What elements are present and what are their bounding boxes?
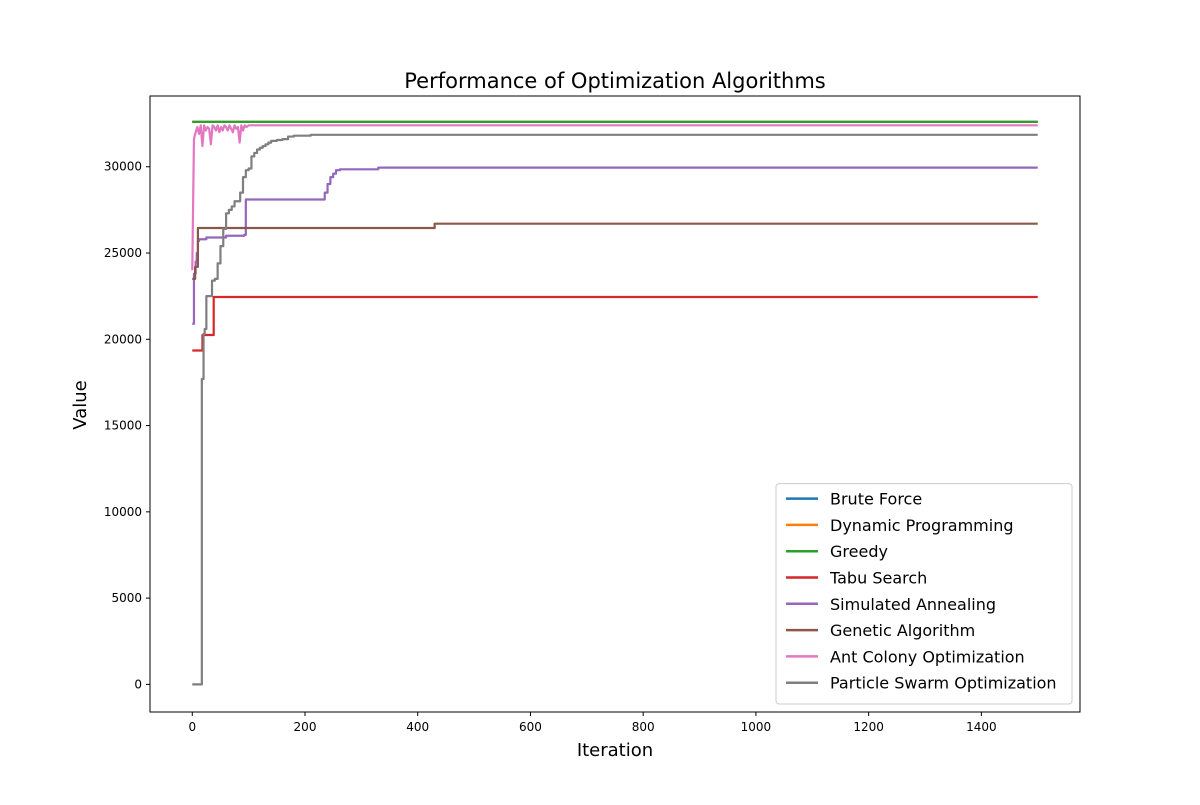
series-line <box>192 133 1038 686</box>
y-axis-title: Value <box>70 380 91 429</box>
plot-area <box>191 120 1038 686</box>
x-tick-label: 800 <box>632 720 655 734</box>
legend-label: Tabu Search <box>829 569 927 588</box>
legend-label: Simulated Annealing <box>830 595 996 614</box>
y-tick-label: 20000 <box>104 332 142 346</box>
x-tick-label: 400 <box>406 720 429 734</box>
y-tick-label: 15000 <box>104 419 142 433</box>
x-tick-label: 1200 <box>853 720 884 734</box>
x-tick-label: 200 <box>294 720 317 734</box>
y-tick-label: 5000 <box>111 591 142 605</box>
x-tick-label: 1400 <box>966 720 997 734</box>
y-tick-label: 0 <box>134 677 142 691</box>
legend-label: Dynamic Programming <box>830 516 1013 535</box>
legend-label: Genetic Algorithm <box>830 621 975 640</box>
chart-title: Performance of Optimization Algorithms <box>404 69 825 93</box>
axes: 0 200 400 600 800 1000 1200 1400 0 5000 10000 15000… <box>104 95 1081 734</box>
legend: Brute Force Dynamic Programming Greedy Tabu… <box>775 483 1073 705</box>
series-line <box>192 222 1038 280</box>
legend-label: Particle Swarm Optimization <box>830 674 1057 693</box>
series-line <box>192 295 1038 352</box>
y-tick-label: 10000 <box>104 505 142 519</box>
series-line <box>191 124 1038 271</box>
x-tick-label: 0 <box>188 720 196 734</box>
x-axis-title: Iteration <box>577 740 653 761</box>
legend-label: Greedy <box>830 542 888 561</box>
x-tick-label: 1000 <box>741 720 772 734</box>
plot-frame <box>149 95 1081 713</box>
x-tick-label: 600 <box>519 720 542 734</box>
legend-label: Ant Colony Optimization <box>830 647 1025 666</box>
y-tick-label: 30000 <box>104 160 142 174</box>
legend-label: Brute Force <box>830 490 922 509</box>
legend-box <box>775 483 1073 705</box>
y-tick-label: 25000 <box>104 246 142 260</box>
